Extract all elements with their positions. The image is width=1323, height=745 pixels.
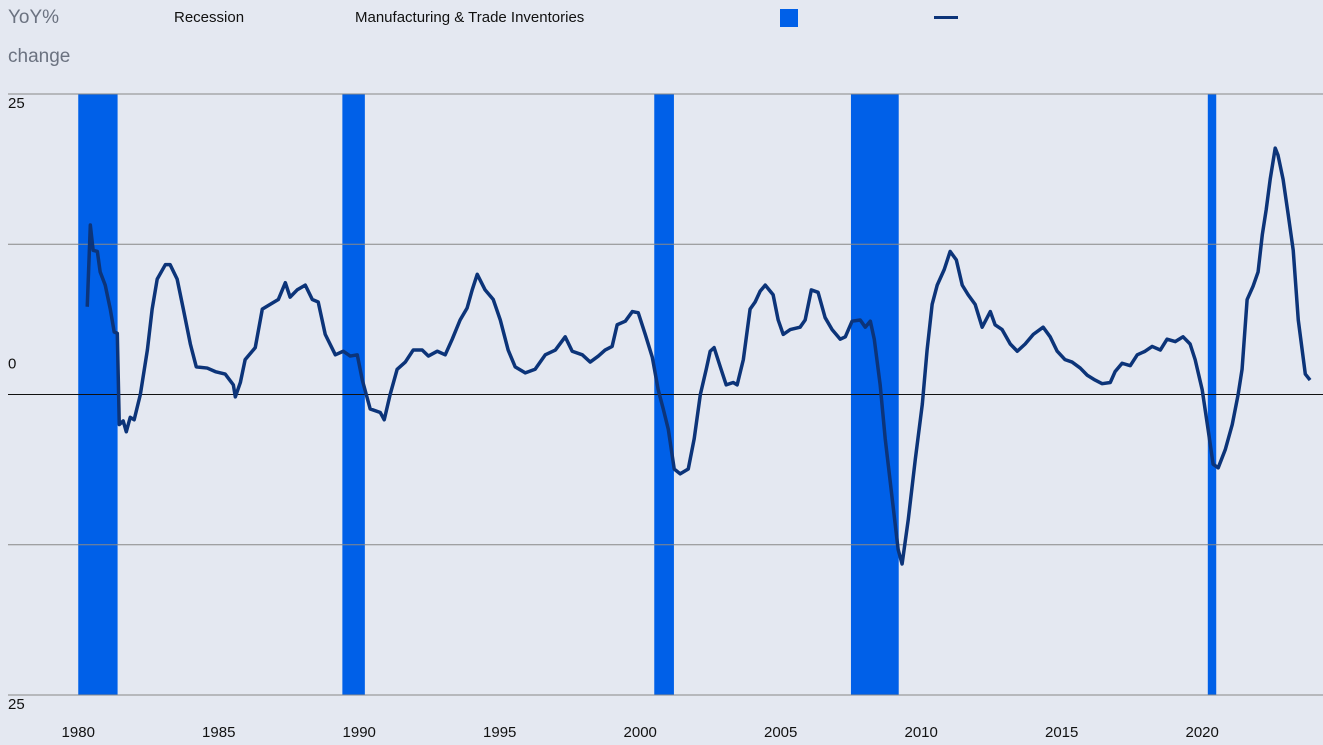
legend-swatch bbox=[934, 16, 958, 19]
x-tick-label: 2015 bbox=[1045, 724, 1078, 741]
y-axis-label: change bbox=[8, 46, 70, 67]
x-tick-label: 1990 bbox=[343, 724, 376, 741]
x-tick-label: 2005 bbox=[764, 724, 797, 741]
x-tick-label: 2010 bbox=[905, 724, 938, 741]
y-tick-label: 25 bbox=[8, 95, 25, 112]
x-tick-label: 2020 bbox=[1185, 724, 1218, 741]
x-tick-label: 2000 bbox=[624, 724, 657, 741]
x-tick-label: 1995 bbox=[483, 724, 516, 741]
legend-label: Recession bbox=[174, 9, 244, 26]
legend-label: Manufacturing & Trade Inventories bbox=[355, 9, 584, 26]
y-tick-label: 0 bbox=[8, 355, 16, 372]
y-tick-label: 25 bbox=[8, 696, 25, 713]
x-tick-label: 1985 bbox=[202, 724, 235, 741]
legend-swatch bbox=[780, 9, 798, 27]
x-tick-label: 1980 bbox=[62, 724, 95, 741]
y-axis-label: YoY% bbox=[8, 7, 59, 28]
series-line bbox=[85, 146, 1312, 566]
